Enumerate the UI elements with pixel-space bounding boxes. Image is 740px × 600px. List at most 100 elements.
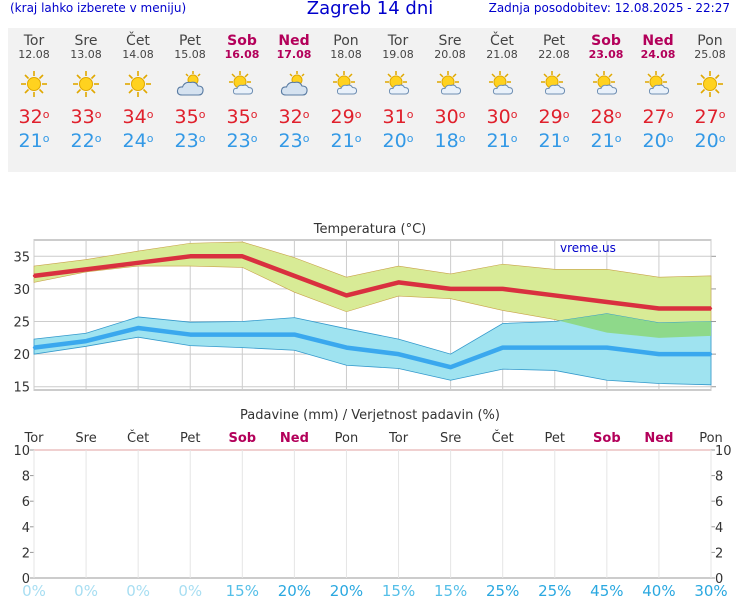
- precipitation-tick-label-left: 10: [13, 444, 30, 459]
- location-menu-hint[interactable]: (kraj lahko izberete v meniju): [10, 1, 187, 15]
- precipitation-day-label: Tor: [388, 431, 409, 446]
- sun-icon: [112, 69, 164, 99]
- max-temperature: 29o: [330, 106, 362, 128]
- day-name: Tor: [23, 33, 45, 49]
- min-temperature-point: [136, 326, 140, 330]
- temperature-tick-label: 25: [13, 316, 30, 331]
- min-temperature: 18o: [434, 130, 466, 152]
- last-update-text: Zadnja posodobitev: 12.08.2025 - 22:27: [488, 1, 730, 15]
- min-temperature: 22o: [70, 130, 102, 152]
- precipitation-probability-label: 30%: [694, 582, 727, 600]
- precipitation-tick-label-right: 2: [715, 546, 723, 561]
- min-temperature: 24o: [122, 130, 154, 152]
- max-temperature: 33o: [70, 106, 102, 128]
- precipitation-day-label: Pet: [180, 431, 200, 446]
- min-temperature-point: [501, 346, 504, 349]
- precipitation-probability-label: 20%: [330, 582, 363, 600]
- day-forecast: Čet 14.08 34o 24o: [112, 28, 164, 153]
- max-temperature-point: [32, 274, 36, 278]
- day-date: 12.08: [18, 48, 50, 61]
- precipitation-day-label: Tor: [23, 431, 44, 446]
- day-date: 23.08: [588, 48, 624, 61]
- day-date: 22.08: [538, 48, 570, 61]
- precipitation-chart-title: Padavine (mm) / Verjetnost padavin (%): [240, 408, 500, 423]
- day-forecast: Tor 19.08 31o 20o: [372, 28, 424, 153]
- day-forecast: Sob 23.08 28o 21o: [580, 28, 632, 153]
- sun-icon: [8, 69, 60, 99]
- day-date: 21.08: [486, 48, 518, 61]
- precipitation-tick-label-left: 4: [22, 521, 30, 536]
- max-temperature-point: [657, 307, 661, 310]
- max-temperature: 30o: [434, 106, 466, 128]
- header-bar: (kraj lahko izberete v meniju) Zagreb 14…: [0, 0, 740, 22]
- max-temperature-point: [241, 255, 244, 258]
- precipitation-day-label: Ned: [280, 431, 309, 446]
- precipitation-tick-label-right: 8: [715, 470, 723, 485]
- temperature-tick-label: 15: [13, 381, 30, 396]
- precipitation-probability-label: 0%: [22, 582, 46, 600]
- precipitation-probability-label: 25%: [538, 582, 571, 600]
- sun-icon: [60, 69, 112, 99]
- max-temperature: 27o: [694, 106, 726, 128]
- temperature-tick-label: 20: [13, 348, 30, 363]
- sun-icon: [684, 69, 736, 99]
- min-temperature-point: [84, 339, 88, 343]
- day-name: Ned: [278, 33, 310, 49]
- max-temperature: 31o: [382, 106, 414, 128]
- day-name: Pet: [542, 33, 566, 49]
- max-temperature: 35o: [226, 106, 258, 128]
- min-temperature: 21o: [18, 130, 50, 152]
- day-name: Pet: [178, 33, 202, 49]
- day-name: Pon: [333, 33, 359, 49]
- precipitation-probability-label: 0%: [178, 582, 202, 600]
- max-temperature: 28o: [590, 106, 622, 128]
- min-temperature-point: [345, 346, 348, 349]
- min-temperature-point: [709, 352, 713, 356]
- day-forecast: Sre 20.08 30o 18o: [424, 28, 476, 153]
- page-title: Zagreb 14 dni: [306, 0, 434, 19]
- sun-cloud-icon: [580, 69, 632, 99]
- precipitation-tick-label-left: 6: [22, 495, 30, 510]
- forecast-strip: Tor 12.08 32o 21o Sre 13.08 33o 22o Čet 14.08 3…: [8, 28, 736, 172]
- day-forecast: Sob 16.08 35o 23o: [216, 28, 268, 153]
- day-forecast: Sre 13.08 33o 22o: [60, 28, 112, 153]
- min-temperature-point: [553, 346, 556, 349]
- day-forecast: Čet 21.08 30o 21o: [476, 28, 528, 153]
- max-temperature-point: [293, 274, 296, 278]
- day-forecast: Pon 18.08 29o 21o: [320, 28, 372, 153]
- precipitation-tick-label-right: 0: [715, 572, 723, 587]
- min-temperature-point: [605, 346, 609, 349]
- max-temperature-point: [553, 294, 556, 297]
- max-temperature-point: [709, 307, 713, 310]
- precipitation-day-label: Čet: [492, 430, 514, 446]
- day-name: Ned: [642, 33, 674, 49]
- precipitation-tick-label-left: 2: [22, 546, 30, 561]
- min-temperature: 23o: [278, 130, 310, 152]
- precipitation-day-label: Čet: [127, 430, 149, 446]
- precipitation-probability-label: 0%: [126, 582, 150, 600]
- precipitation-day-label: Sre: [75, 431, 96, 446]
- max-temperature: 34o: [122, 106, 154, 128]
- min-temperature: 21o: [538, 130, 570, 152]
- day-date: 20.08: [434, 48, 466, 61]
- precipitation-tick-label-left: 8: [22, 470, 30, 485]
- min-temperature-line: [33, 325, 711, 370]
- precipitation-day-label: Pon: [335, 431, 359, 446]
- max-temperature: 30o: [486, 106, 518, 128]
- sun-cloud-icon: [528, 69, 580, 99]
- precipitation-probability-label: 45%: [590, 582, 623, 600]
- min-temperature: 21o: [486, 130, 518, 152]
- precipitation-probability-label: 20%: [278, 582, 311, 600]
- day-name: Čet: [490, 33, 514, 49]
- precipitation-tick-label-right: 6: [715, 495, 723, 510]
- max-temperature-point: [84, 268, 88, 271]
- precipitation-day-label: Pon: [699, 431, 723, 446]
- day-date: 17.08: [276, 48, 312, 61]
- max-temperature-point: [605, 300, 609, 304]
- min-temperature-point: [397, 352, 400, 356]
- min-temperature-point: [241, 333, 244, 336]
- precipitation-tick-label-right: 10: [715, 444, 732, 459]
- day-name: Sob: [591, 33, 621, 49]
- temperature-chart-title: Temperatura (°C): [313, 222, 426, 237]
- max-temperature-point: [136, 261, 140, 265]
